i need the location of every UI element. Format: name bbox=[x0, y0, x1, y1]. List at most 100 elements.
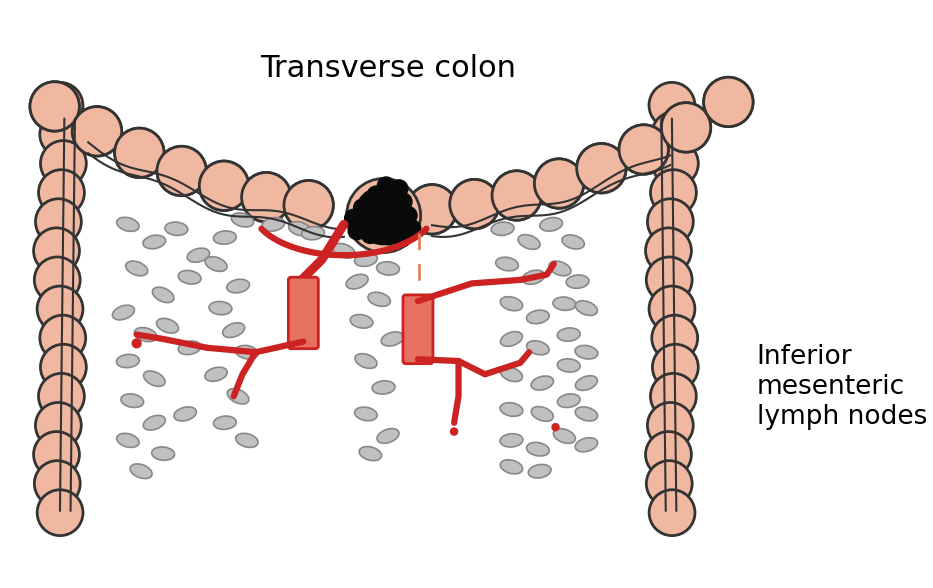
Ellipse shape bbox=[228, 389, 249, 404]
Circle shape bbox=[577, 143, 626, 193]
Ellipse shape bbox=[209, 302, 232, 315]
Circle shape bbox=[577, 143, 626, 193]
Circle shape bbox=[381, 227, 397, 245]
Circle shape bbox=[649, 82, 695, 128]
Circle shape bbox=[200, 161, 249, 211]
Circle shape bbox=[661, 103, 711, 152]
Circle shape bbox=[652, 112, 698, 158]
Ellipse shape bbox=[165, 222, 188, 235]
Text: Transverse colon: Transverse colon bbox=[260, 54, 516, 83]
Circle shape bbox=[34, 432, 79, 477]
Text: Inferior
mesenteric
lymph nodes: Inferior mesenteric lymph nodes bbox=[757, 345, 927, 430]
Circle shape bbox=[535, 159, 584, 208]
Ellipse shape bbox=[549, 261, 571, 276]
Circle shape bbox=[646, 432, 691, 477]
Circle shape bbox=[652, 141, 698, 186]
Ellipse shape bbox=[235, 345, 258, 359]
Circle shape bbox=[344, 209, 362, 227]
Ellipse shape bbox=[350, 315, 373, 328]
Circle shape bbox=[492, 171, 541, 220]
Circle shape bbox=[35, 460, 80, 506]
Ellipse shape bbox=[152, 287, 174, 303]
Circle shape bbox=[492, 171, 541, 220]
Circle shape bbox=[619, 125, 668, 174]
Ellipse shape bbox=[134, 328, 157, 342]
Ellipse shape bbox=[227, 279, 249, 293]
Circle shape bbox=[408, 185, 457, 234]
Circle shape bbox=[450, 179, 499, 229]
Circle shape bbox=[30, 82, 79, 131]
Ellipse shape bbox=[575, 437, 598, 452]
Ellipse shape bbox=[117, 355, 139, 368]
Circle shape bbox=[451, 428, 458, 435]
Ellipse shape bbox=[355, 353, 377, 368]
Circle shape bbox=[646, 228, 691, 274]
Ellipse shape bbox=[540, 218, 563, 231]
Circle shape bbox=[115, 128, 164, 178]
Ellipse shape bbox=[500, 297, 522, 310]
Circle shape bbox=[703, 77, 753, 126]
Ellipse shape bbox=[500, 434, 522, 447]
Ellipse shape bbox=[526, 442, 550, 456]
Circle shape bbox=[37, 490, 83, 536]
Circle shape bbox=[408, 185, 457, 234]
Ellipse shape bbox=[359, 446, 382, 460]
Ellipse shape bbox=[372, 381, 395, 394]
Ellipse shape bbox=[117, 218, 139, 232]
Circle shape bbox=[661, 103, 711, 152]
Circle shape bbox=[38, 373, 84, 419]
Ellipse shape bbox=[188, 248, 210, 262]
Circle shape bbox=[35, 402, 81, 448]
Circle shape bbox=[355, 186, 412, 245]
Circle shape bbox=[652, 344, 698, 390]
Ellipse shape bbox=[557, 394, 580, 407]
Circle shape bbox=[242, 172, 291, 222]
Ellipse shape bbox=[553, 297, 576, 310]
Ellipse shape bbox=[214, 416, 236, 429]
Ellipse shape bbox=[557, 328, 580, 341]
Ellipse shape bbox=[527, 340, 550, 355]
Ellipse shape bbox=[575, 407, 598, 421]
Circle shape bbox=[37, 286, 83, 332]
Ellipse shape bbox=[531, 376, 553, 390]
Ellipse shape bbox=[500, 367, 522, 382]
Circle shape bbox=[552, 423, 559, 430]
Ellipse shape bbox=[355, 253, 377, 266]
Ellipse shape bbox=[368, 292, 390, 306]
Circle shape bbox=[647, 460, 692, 506]
Circle shape bbox=[361, 226, 379, 243]
Ellipse shape bbox=[355, 407, 377, 421]
Circle shape bbox=[284, 181, 333, 230]
Ellipse shape bbox=[491, 222, 514, 235]
Circle shape bbox=[652, 315, 698, 361]
Circle shape bbox=[348, 222, 366, 240]
Ellipse shape bbox=[576, 376, 597, 390]
Circle shape bbox=[368, 186, 385, 203]
Ellipse shape bbox=[174, 407, 196, 421]
Ellipse shape bbox=[333, 243, 355, 258]
Ellipse shape bbox=[566, 275, 589, 288]
FancyBboxPatch shape bbox=[403, 295, 433, 363]
Ellipse shape bbox=[346, 275, 369, 289]
Ellipse shape bbox=[126, 261, 147, 276]
Ellipse shape bbox=[575, 345, 598, 359]
Circle shape bbox=[38, 170, 84, 216]
Ellipse shape bbox=[553, 429, 576, 443]
Circle shape bbox=[157, 146, 206, 196]
Ellipse shape bbox=[522, 270, 545, 284]
Circle shape bbox=[354, 199, 371, 216]
Circle shape bbox=[649, 490, 695, 536]
Circle shape bbox=[362, 194, 380, 212]
Circle shape bbox=[619, 125, 668, 174]
Circle shape bbox=[450, 179, 499, 229]
Ellipse shape bbox=[236, 433, 258, 447]
Ellipse shape bbox=[382, 332, 404, 346]
Ellipse shape bbox=[144, 415, 165, 430]
Circle shape bbox=[703, 77, 753, 126]
Ellipse shape bbox=[144, 371, 165, 386]
Ellipse shape bbox=[500, 460, 522, 474]
Circle shape bbox=[115, 128, 164, 178]
Ellipse shape bbox=[518, 235, 540, 249]
Circle shape bbox=[35, 257, 80, 303]
Ellipse shape bbox=[113, 305, 134, 320]
